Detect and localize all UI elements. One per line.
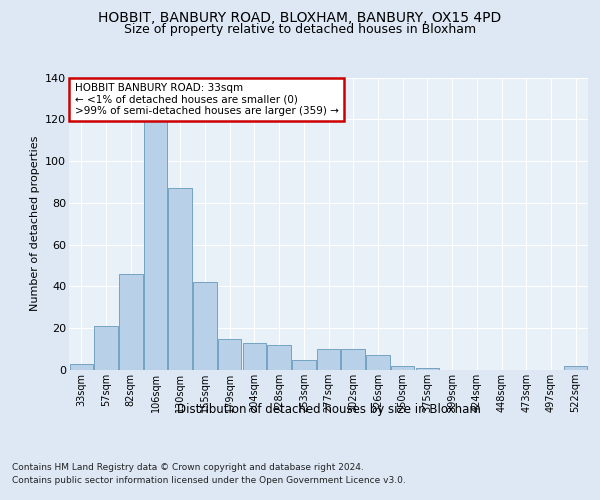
- Text: HOBBIT, BANBURY ROAD, BLOXHAM, BANBURY, OX15 4PD: HOBBIT, BANBURY ROAD, BLOXHAM, BANBURY, …: [98, 11, 502, 25]
- Bar: [193, 282, 217, 370]
- Text: HOBBIT BANBURY ROAD: 33sqm
← <1% of detached houses are smaller (0)
>99% of semi: HOBBIT BANBURY ROAD: 33sqm ← <1% of deta…: [74, 83, 338, 116]
- Bar: [242, 343, 266, 370]
- Bar: [218, 338, 241, 370]
- Y-axis label: Number of detached properties: Number of detached properties: [29, 136, 40, 312]
- Text: Contains public sector information licensed under the Open Government Licence v3: Contains public sector information licen…: [12, 476, 406, 485]
- Bar: [292, 360, 316, 370]
- Text: Contains HM Land Registry data © Crown copyright and database right 2024.: Contains HM Land Registry data © Crown c…: [12, 462, 364, 471]
- Bar: [416, 368, 439, 370]
- Bar: [268, 345, 291, 370]
- Text: Size of property relative to detached houses in Bloxham: Size of property relative to detached ho…: [124, 22, 476, 36]
- Bar: [391, 366, 415, 370]
- Bar: [341, 349, 365, 370]
- Bar: [70, 364, 93, 370]
- Bar: [94, 326, 118, 370]
- Bar: [317, 349, 340, 370]
- Text: Distribution of detached houses by size in Bloxham: Distribution of detached houses by size …: [177, 402, 481, 415]
- Bar: [119, 274, 143, 370]
- Bar: [564, 366, 587, 370]
- Bar: [169, 188, 192, 370]
- Bar: [144, 104, 167, 370]
- Bar: [366, 356, 389, 370]
